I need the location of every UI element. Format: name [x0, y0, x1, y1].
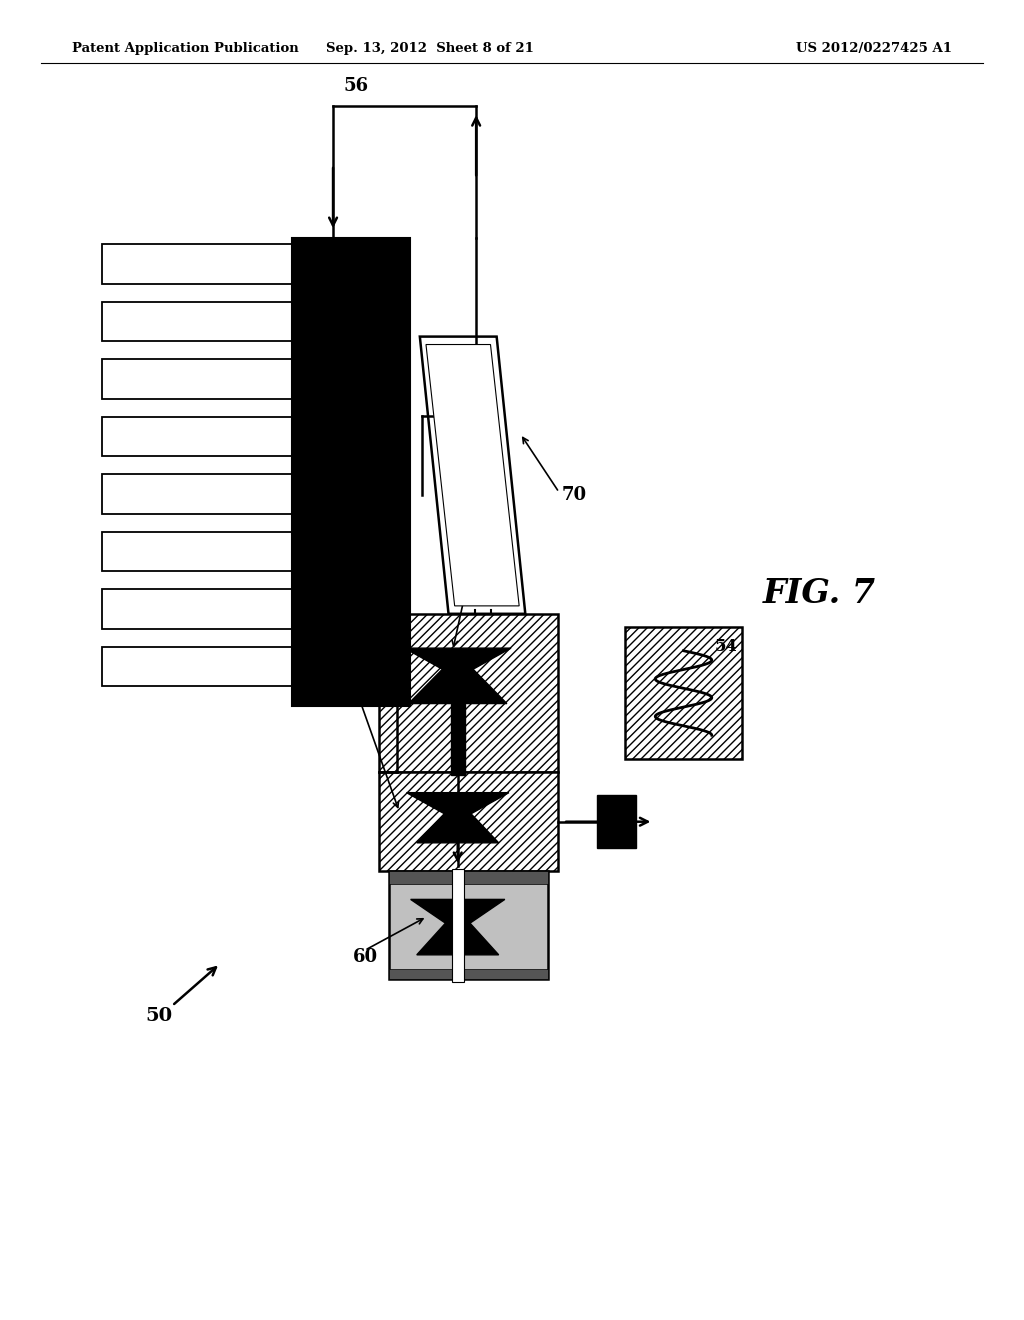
Bar [102, 532, 292, 572]
Bar [102, 417, 292, 457]
Text: FIG. 7: FIG. 7 [763, 577, 876, 610]
Text: Patent Application Publication: Patent Application Publication [72, 42, 298, 55]
Bar [102, 474, 292, 513]
Polygon shape [426, 345, 519, 606]
Polygon shape [404, 648, 511, 669]
Bar [389, 969, 548, 979]
Bar [597, 795, 636, 849]
Polygon shape [409, 669, 507, 704]
Bar [452, 869, 464, 982]
Polygon shape [407, 792, 509, 813]
Bar [102, 589, 292, 628]
Bar [389, 871, 548, 979]
Polygon shape [417, 923, 499, 954]
Bar [102, 647, 292, 686]
Text: 54: 54 [715, 638, 737, 655]
Text: Sep. 13, 2012  Sheet 8 of 21: Sep. 13, 2012 Sheet 8 of 21 [326, 42, 535, 55]
Bar [389, 871, 548, 884]
Bar [102, 359, 292, 399]
Text: US 2012/0227425 A1: US 2012/0227425 A1 [797, 42, 952, 55]
Text: 60: 60 [353, 948, 379, 966]
Text: 70: 70 [561, 486, 587, 504]
Text: 50: 50 [145, 1007, 172, 1026]
Polygon shape [417, 813, 499, 843]
Bar [379, 614, 558, 772]
Polygon shape [420, 337, 525, 614]
Polygon shape [411, 899, 505, 923]
Bar [292, 238, 410, 706]
Text: 56: 56 [343, 77, 369, 95]
Bar [102, 244, 292, 284]
Bar [379, 772, 558, 871]
Text: 52: 52 [463, 572, 488, 590]
Bar [102, 302, 292, 342]
Bar [625, 627, 742, 759]
Bar [451, 704, 465, 775]
Text: 58: 58 [323, 667, 348, 685]
